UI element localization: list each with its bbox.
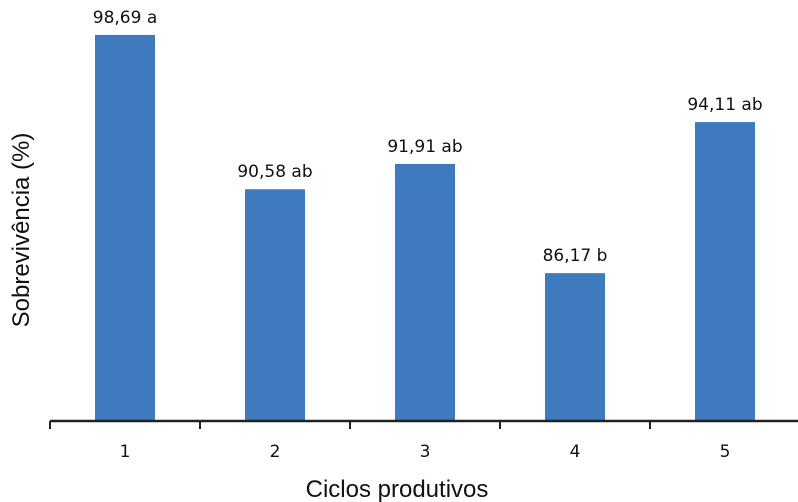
x-tick-label-3: 3 [420, 442, 431, 462]
x-tick-label-5: 5 [720, 442, 731, 462]
data-label-5: 94,11 ab [687, 95, 762, 115]
bar-2 [245, 189, 305, 421]
data-label-4: 86,17 b [543, 246, 608, 266]
x-tick-label-4: 4 [570, 442, 581, 462]
x-tick-label-2: 2 [270, 442, 281, 462]
y-axis-title: Sobrevivência (%) [8, 133, 35, 328]
data-label-1: 98,69 a [93, 8, 158, 28]
bar-3 [395, 163, 455, 421]
bar-4 [545, 273, 605, 421]
bar-1 [95, 34, 155, 421]
x-tick-label-1: 1 [120, 442, 131, 462]
data-label-2: 90,58 ab [237, 162, 312, 182]
data-label-3: 91,91 ab [387, 137, 462, 157]
x-axis-title: Ciclos produtivos [306, 476, 489, 502]
bar-5 [695, 122, 755, 421]
